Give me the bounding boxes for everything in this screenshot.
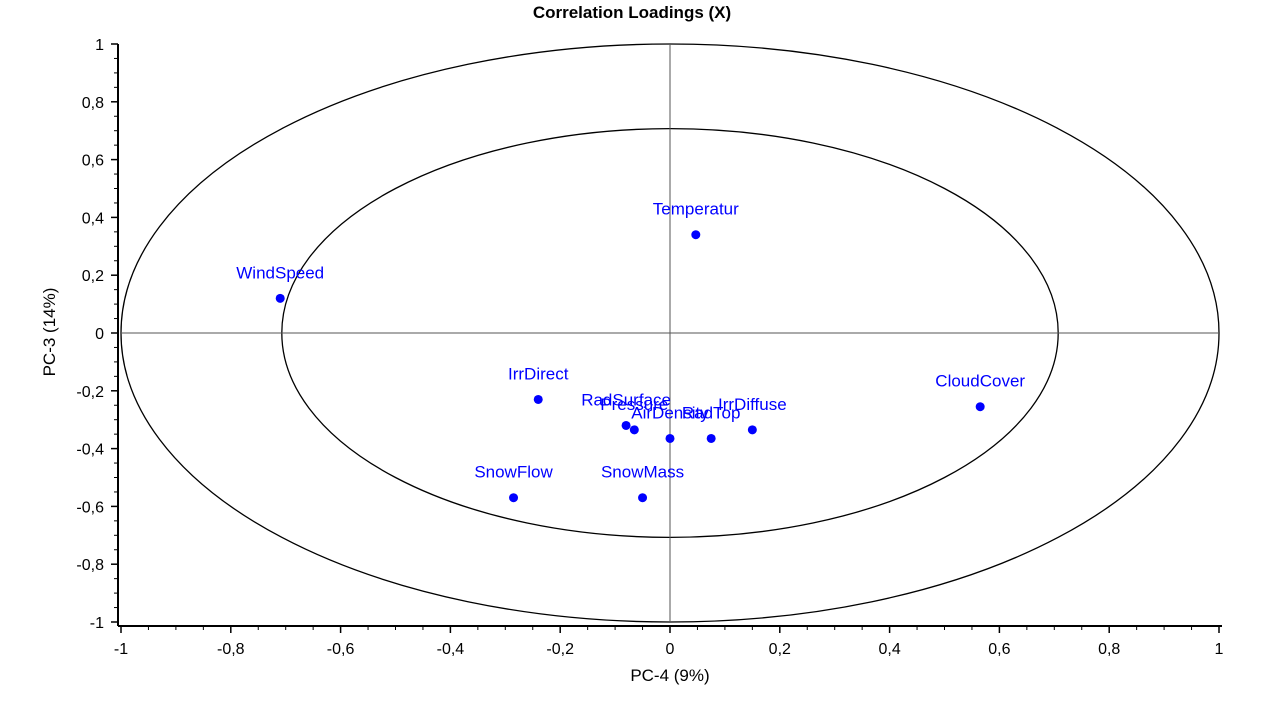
y-tick-label: 1 — [95, 37, 104, 54]
data-point-label: RadTop — [682, 403, 741, 422]
data-point — [509, 493, 519, 503]
x-tick-label: 0,8 — [1098, 641, 1120, 658]
data-point-label: WindSpeed — [236, 263, 324, 282]
y-tick-label: -0,8 — [76, 557, 104, 574]
data-point — [665, 433, 675, 443]
y-axis-label: PC-3 (14%) — [40, 288, 59, 377]
x-tick-label: 0 — [666, 641, 675, 658]
data-point-label: AirDensity — [631, 403, 709, 422]
x-tick-label: -0,2 — [546, 641, 574, 658]
data-point-label: IrrDirect — [508, 364, 569, 383]
data-point — [621, 420, 631, 430]
data-point — [533, 394, 543, 404]
x-tick-label: 1 — [1215, 641, 1224, 658]
chart-title: Correlation Loadings (X) — [533, 3, 731, 22]
y-tick-label: -0,6 — [76, 499, 104, 516]
data-point — [975, 402, 985, 412]
data-point-label: SnowFlow — [474, 463, 553, 482]
x-tick-label: -0,8 — [217, 641, 245, 658]
data-point — [629, 425, 639, 435]
x-tick-label: 0,6 — [988, 641, 1010, 658]
zero-lines — [121, 44, 1219, 622]
data-point — [706, 433, 716, 443]
data-point — [638, 493, 648, 503]
data-point-label: SnowMass — [601, 463, 684, 482]
data-point-label: Pressure — [600, 395, 668, 414]
y-tick-label: -1 — [90, 615, 104, 632]
y-tick-label: -0,4 — [76, 442, 104, 459]
data-point-label: Temperatur — [653, 200, 739, 219]
data-point — [275, 293, 285, 303]
x-tick-label: -0,6 — [327, 641, 355, 658]
data-point-label: IrrDiffuse — [718, 395, 787, 414]
data-points: Temperatur WindSpeed IrrDirect RadSurfacePr… — [236, 200, 1025, 503]
y-tick-label: 0,6 — [82, 153, 104, 170]
x-tick-label: 0,2 — [769, 641, 791, 658]
y-tick-label: 0 — [95, 326, 104, 343]
data-point-label: RadSurface — [581, 390, 671, 409]
x-tick-label: 0,4 — [878, 641, 900, 658]
data-point — [747, 425, 757, 435]
x-tick-label: -0,4 — [437, 641, 465, 658]
y-tick-label: 0,4 — [82, 210, 104, 227]
y-axis-ticks: 1 0,8 0,6 0,4 0,2 0 -0,2 -0,4 -0,6 -0,8 -1 — [76, 37, 118, 632]
data-point-label: CloudCover — [935, 372, 1025, 391]
data-point — [691, 230, 701, 240]
x-axis-label: PC-4 (9%) — [630, 666, 709, 685]
x-tick-label: -1 — [114, 641, 128, 658]
y-tick-label: 0,2 — [82, 268, 104, 285]
y-tick-label: 0,8 — [82, 95, 104, 112]
y-tick-label: -0,2 — [76, 384, 104, 401]
x-axis-ticks: -1 -0,8 -0,6 -0,4 -0,2 0 0,2 0,4 0,6 0,8 1 — [114, 626, 1224, 658]
